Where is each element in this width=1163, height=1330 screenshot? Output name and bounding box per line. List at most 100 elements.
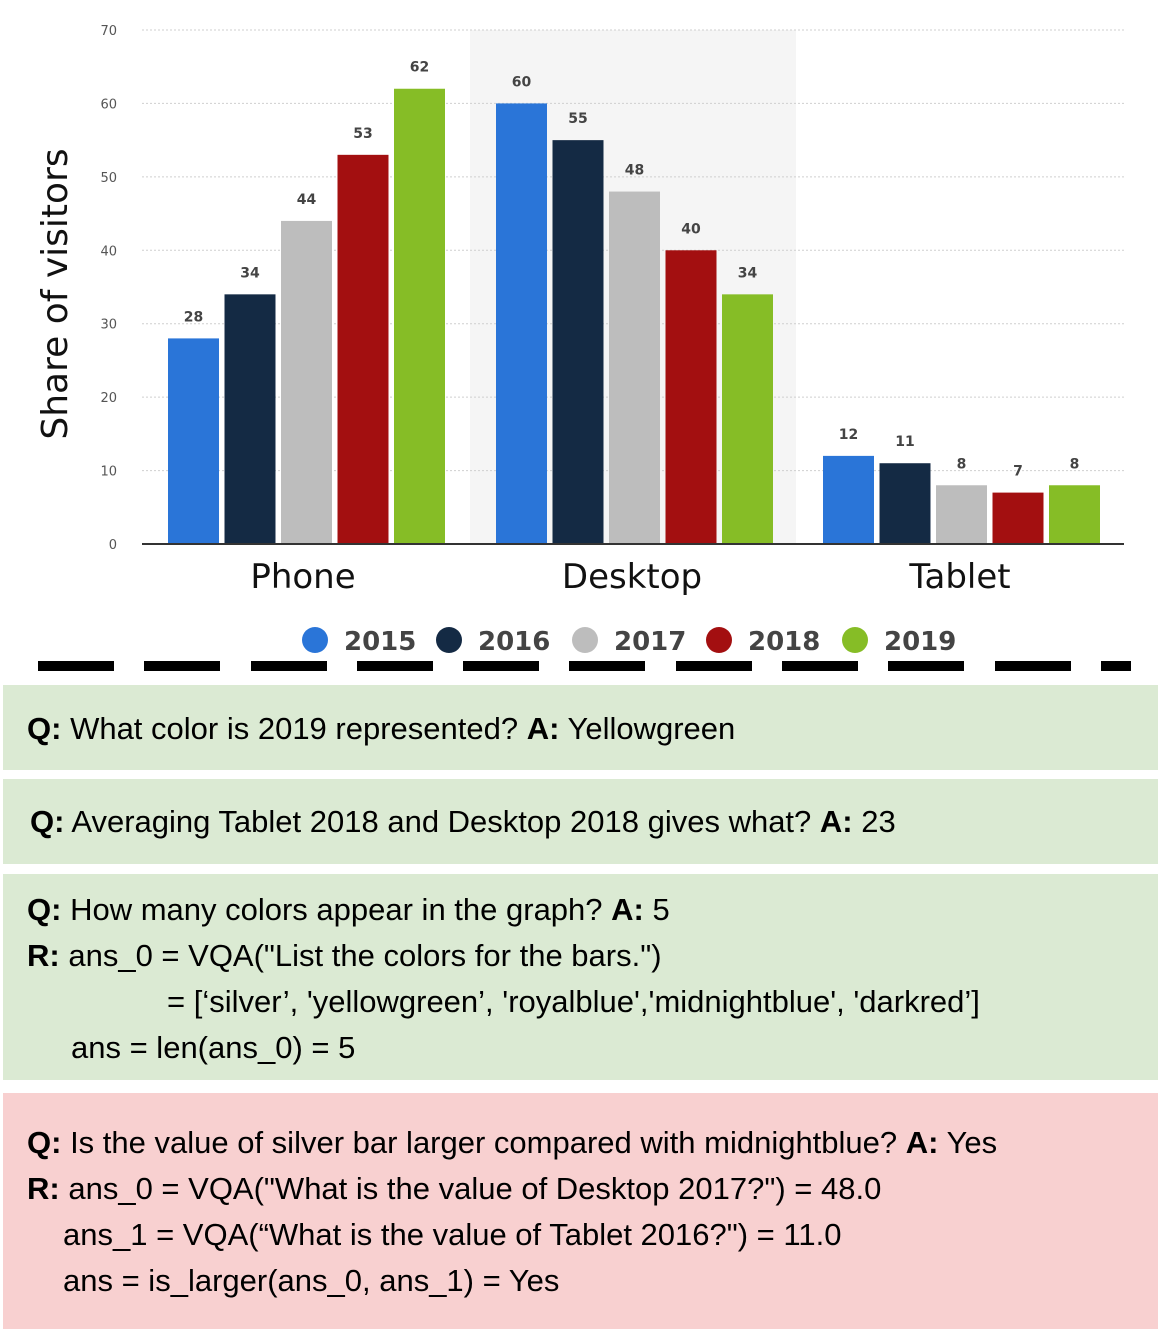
answer-text: Yes — [946, 1125, 998, 1160]
x-category-label: Tablet — [908, 557, 1010, 597]
y-tick-label: 20 — [100, 391, 117, 406]
y-tick-label: 10 — [100, 465, 117, 480]
y-tick-label: 30 — [100, 318, 117, 333]
bar-chart: 0 10 20 30 40 50 60 70 28 34 44 53 62 Phone 60 55 48 40 3… — [35, 24, 1124, 655]
bar-tablet-2015 — [823, 455, 874, 544]
q-label: Q: — [27, 892, 62, 927]
data-label: 55 — [568, 111, 587, 127]
bar-phone-2017 — [281, 220, 332, 544]
answer-text: 5 — [652, 892, 670, 927]
qa-reasoning-line: ans = len(ans_0) = 5 — [27, 1025, 1158, 1071]
data-label: 8 — [1070, 456, 1080, 472]
a-label: A: — [526, 711, 560, 746]
data-label: 34 — [738, 265, 758, 281]
x-category-label: Phone — [250, 557, 355, 597]
reasoning-text: ans_1 = VQA(“What is the value of Tablet… — [63, 1217, 842, 1252]
qa-box-comparison: Q: Is the value of silver bar larger com… — [3, 1093, 1158, 1329]
data-label: 44 — [297, 192, 317, 208]
bar-tablet-2016 — [879, 463, 931, 544]
legend-marker — [436, 627, 462, 653]
a-label: A: — [611, 892, 644, 927]
separator-dash — [888, 661, 965, 671]
data-label: 34 — [240, 265, 260, 281]
y-tick-label: 0 — [109, 538, 117, 553]
bar-phone-2015 — [168, 338, 219, 544]
y-tick-label: 60 — [100, 97, 117, 112]
legend-marker — [302, 627, 328, 653]
separator-dash — [463, 661, 540, 671]
a-label: A: — [819, 804, 853, 839]
qa-question-line: Q: Averaging Tablet 2018 and Desktop 201… — [30, 799, 1158, 845]
separator-dash — [782, 661, 859, 671]
data-label: 48 — [625, 163, 644, 179]
question-text: What color is 2019 represented? — [70, 711, 519, 746]
q-label: Q: — [30, 804, 65, 839]
legend-marker — [842, 627, 868, 653]
a-label: A: — [905, 1125, 939, 1160]
reasoning-text: = [‘silver’, 'yellowgreen’, 'royalblue',… — [167, 984, 980, 1019]
answer-text: 23 — [861, 804, 896, 839]
bar-tablet-2019 — [1049, 485, 1100, 544]
bar-desktop-2018 — [665, 250, 717, 545]
qa-box-average: Q: Averaging Tablet 2018 and Desktop 201… — [3, 779, 1158, 864]
separator-dash — [569, 661, 646, 671]
separator-dash — [38, 661, 114, 671]
qa-question-line: Q: Is the value of silver bar larger com… — [27, 1120, 1158, 1166]
data-label: 53 — [353, 126, 372, 142]
bar-desktop-2015 — [496, 103, 547, 544]
qa-box-color: Q: What color is 2019 represented? A: Ye… — [3, 685, 1158, 770]
r-label: R: — [27, 938, 60, 973]
bar-phone-2016 — [224, 294, 276, 544]
data-label: 7 — [1013, 464, 1023, 480]
qa-reasoning-line: ans_1 = VQA(“What is the value of Tablet… — [27, 1212, 1158, 1258]
y-tick-label: 70 — [100, 24, 117, 39]
reasoning-text: ans = len(ans_0) = 5 — [71, 1030, 356, 1065]
separator-dash — [675, 661, 752, 671]
separator-dash — [994, 661, 1071, 671]
qa-reasoning-line: R: ans_0 = VQA("What is the value of Des… — [27, 1166, 1158, 1212]
qa-box-color-count: Q: How many colors appear in the graph? … — [3, 874, 1158, 1080]
reasoning-text: ans_0 = VQA("What is the value of Deskto… — [68, 1171, 882, 1206]
data-label: 60 — [512, 74, 532, 90]
qa-question-line: Q: What color is 2019 represented? A: Ye… — [27, 706, 1158, 752]
legend-label: 2016 — [478, 627, 550, 655]
legend-marker — [572, 627, 598, 653]
separator-dash — [1100, 661, 1131, 671]
reasoning-text: ans_0 = VQA("List the colors for the bar… — [68, 938, 662, 973]
qa-reasoning-line: ans = is_larger(ans_0, ans_1) = Yes — [27, 1258, 1158, 1304]
grid-lines: 0 10 20 30 40 50 60 70 — [100, 24, 1124, 553]
legend-marker — [706, 627, 732, 653]
y-axis-label: Share of visitors — [35, 148, 76, 439]
separator-dash — [250, 661, 327, 671]
legend-label: 2019 — [884, 627, 956, 655]
r-label: R: — [27, 1171, 60, 1206]
bar-desktop-2016 — [552, 140, 604, 544]
bar-desktop-2017 — [609, 191, 660, 545]
x-category-label: Desktop — [562, 557, 702, 597]
legend-label: 2018 — [748, 627, 820, 655]
legend-label: 2017 — [614, 627, 686, 655]
question-text: Averaging Tablet 2018 and Desktop 2018 g… — [71, 804, 812, 839]
qa-question-line: Q: How many colors appear in the graph? … — [27, 887, 1158, 933]
answer-text: Yellowgreen — [567, 711, 736, 746]
data-label: 62 — [410, 60, 429, 76]
data-label: 8 — [957, 456, 967, 472]
bar-phone-2018 — [337, 154, 389, 545]
dashed-separator — [38, 661, 1131, 671]
data-label: 40 — [681, 221, 701, 237]
reasoning-text: ans = is_larger(ans_0, ans_1) = Yes — [63, 1263, 560, 1298]
bar-tablet-2018 — [992, 492, 1044, 544]
bar-phone-2019 — [394, 88, 445, 544]
data-label: 28 — [184, 309, 203, 325]
q-label: Q: — [27, 1125, 62, 1160]
bar-tablet-2017 — [936, 485, 987, 544]
legend: 2015 2016 2017 2018 2019 — [302, 627, 956, 655]
data-label: 11 — [895, 434, 914, 450]
bars: 28 34 44 53 62 Phone 60 55 48 40 34 Desktop 12 11 8 7 8 T… — [168, 60, 1100, 597]
q-label: Q: — [27, 711, 62, 746]
y-tick-label: 50 — [100, 171, 117, 186]
qa-reasoning-line: = [‘silver’, 'yellowgreen’, 'royalblue',… — [27, 979, 1158, 1025]
bar-desktop-2019 — [722, 294, 773, 544]
separator-dash — [144, 661, 221, 671]
separator-dash — [356, 661, 433, 671]
